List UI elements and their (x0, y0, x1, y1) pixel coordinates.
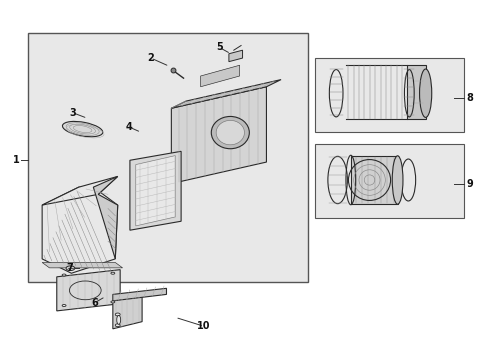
Polygon shape (350, 156, 397, 204)
Text: 9: 9 (466, 179, 473, 189)
Text: 1: 1 (13, 155, 20, 165)
Text: 5: 5 (215, 42, 222, 52)
Polygon shape (228, 50, 242, 62)
Ellipse shape (111, 272, 115, 274)
Text: 7: 7 (66, 263, 73, 273)
Text: 2: 2 (147, 53, 154, 63)
Polygon shape (93, 176, 118, 259)
Polygon shape (113, 288, 166, 301)
Ellipse shape (391, 156, 402, 204)
Text: 4: 4 (125, 122, 132, 132)
Polygon shape (136, 156, 175, 226)
Bar (315, 58, 463, 132)
Text: 10: 10 (197, 321, 210, 331)
Text: 8: 8 (466, 93, 473, 103)
Ellipse shape (62, 305, 66, 306)
Polygon shape (42, 176, 118, 205)
Ellipse shape (62, 274, 66, 276)
Ellipse shape (216, 120, 244, 145)
Polygon shape (171, 80, 281, 108)
Polygon shape (171, 87, 266, 184)
Ellipse shape (115, 313, 120, 316)
Ellipse shape (115, 324, 120, 327)
Ellipse shape (117, 315, 121, 324)
Polygon shape (200, 65, 239, 87)
Text: 6: 6 (91, 298, 98, 308)
Polygon shape (57, 270, 120, 311)
Text: 3: 3 (69, 108, 76, 118)
Polygon shape (130, 151, 181, 230)
Ellipse shape (419, 69, 431, 117)
Bar (315, 144, 463, 218)
Ellipse shape (66, 266, 75, 271)
Polygon shape (42, 262, 122, 268)
Polygon shape (113, 294, 142, 329)
Ellipse shape (111, 301, 115, 303)
Bar (27, 33, 307, 282)
Ellipse shape (211, 116, 249, 149)
Polygon shape (406, 65, 425, 119)
Polygon shape (42, 187, 118, 273)
Ellipse shape (62, 121, 102, 137)
